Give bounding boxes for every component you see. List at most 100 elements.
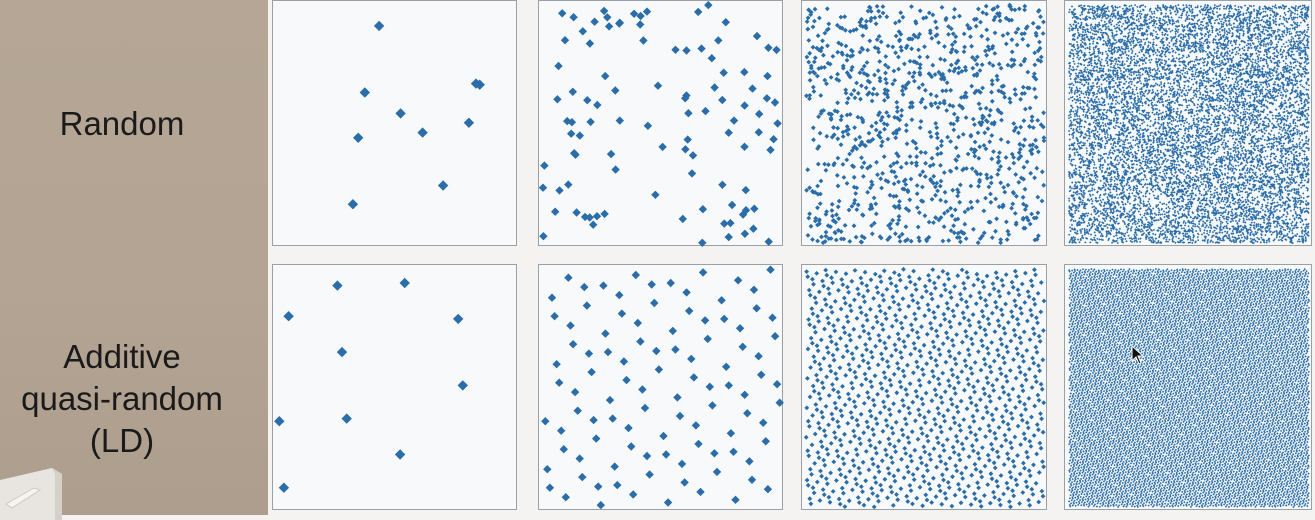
sample-point [453, 313, 464, 325]
sample-point [567, 129, 576, 138]
sample-point [373, 20, 385, 32]
sample-point [395, 108, 406, 119]
sample-points-dense [1067, 3, 1311, 245]
sample-point [763, 485, 773, 494]
sample-point [747, 475, 757, 484]
row-label-random-line-1: Random [59, 105, 185, 142]
sample-point [740, 101, 749, 110]
sample-point [640, 403, 650, 413]
sample-point [613, 480, 622, 490]
sample-point [761, 437, 770, 446]
sample-point [764, 237, 773, 246]
sample-point [582, 301, 592, 310]
sample-point [555, 378, 564, 387]
sample-point [568, 87, 577, 96]
sample-point [684, 109, 693, 118]
sample-point [603, 347, 613, 357]
sample-point [696, 487, 705, 497]
sample-point [624, 423, 633, 433]
sample-point [593, 100, 602, 110]
sample-point [643, 121, 653, 130]
sample-point [658, 142, 667, 152]
sample-point [698, 238, 707, 247]
scatter-ld-10000 [1067, 267, 1311, 509]
sample-point [772, 380, 782, 389]
sample-point [573, 406, 582, 415]
sample-point [611, 86, 620, 95]
sample-point [586, 117, 595, 127]
sample-point [749, 224, 758, 233]
sample-point [359, 87, 370, 98]
sample-point [738, 342, 747, 351]
sample-point [554, 61, 563, 71]
panel-ld-10000 [1064, 264, 1312, 510]
scatter-random-10000 [1067, 3, 1311, 245]
sample-point [332, 280, 343, 291]
sample-point [741, 185, 750, 195]
sample-point [633, 318, 642, 328]
sample-point [642, 7, 652, 16]
sample-point [652, 346, 661, 356]
sample-point [584, 349, 594, 358]
sample-point [580, 282, 589, 292]
sample-point [606, 149, 616, 159]
sample-point [631, 270, 640, 280]
sample-point [671, 345, 680, 354]
sample-point [708, 401, 717, 410]
sample-point [745, 457, 754, 466]
panel-random-10000 [1064, 0, 1312, 246]
sample-point [642, 451, 652, 461]
row-label-ld-line-1: Additive [63, 338, 181, 375]
sample-point [615, 116, 624, 125]
row-label-additive-quasi-random: Additive quasi-random (LD) [0, 336, 244, 462]
sample-point [701, 106, 710, 116]
sample-point [639, 36, 648, 45]
sample-point [636, 337, 645, 346]
sample-point [769, 135, 778, 144]
sample-point [749, 285, 759, 294]
sample-point [394, 449, 406, 460]
row-label-random: Random [0, 103, 244, 145]
sample-point [585, 213, 594, 222]
sample-point [569, 13, 578, 22]
sample-point [638, 385, 647, 394]
row-label-sidebar: Random Additive quasi-random (LD) [0, 0, 268, 520]
sample-point [600, 209, 609, 219]
sample-point [558, 9, 567, 18]
sample-point [740, 142, 749, 151]
sample-point [766, 265, 775, 274]
sample-point [636, 20, 645, 29]
sample-point [559, 445, 568, 454]
scatter-random-1000 [804, 2, 1047, 246]
sample-point [541, 417, 550, 426]
sample-point [712, 467, 722, 477]
sample-point [710, 449, 719, 458]
panel-ld-10 [272, 264, 517, 510]
sample-point [735, 324, 745, 333]
sample-point [550, 312, 559, 321]
sample-point [645, 470, 654, 479]
sample-point [680, 478, 689, 487]
sample-point [545, 483, 555, 492]
sample-point [636, 11, 645, 21]
sample-point [463, 117, 475, 128]
sample-point [677, 459, 687, 469]
sample-point [705, 382, 714, 391]
sample-point [772, 45, 781, 55]
sample-point [540, 161, 549, 170]
sample-point [710, 83, 719, 92]
sample-point [729, 447, 738, 456]
sample-point [694, 7, 703, 17]
sample-point [727, 200, 737, 210]
sample-point [775, 398, 784, 407]
sample-point [650, 298, 659, 308]
sample-point [704, 1, 713, 10]
sample-point [719, 68, 728, 77]
sample-point [697, 44, 706, 53]
scatter-ld-100 [541, 265, 784, 510]
sample-point [661, 450, 671, 459]
sample-point [666, 278, 675, 288]
sample-point [599, 281, 608, 290]
sample-point [733, 276, 743, 285]
sample-point [585, 39, 595, 48]
